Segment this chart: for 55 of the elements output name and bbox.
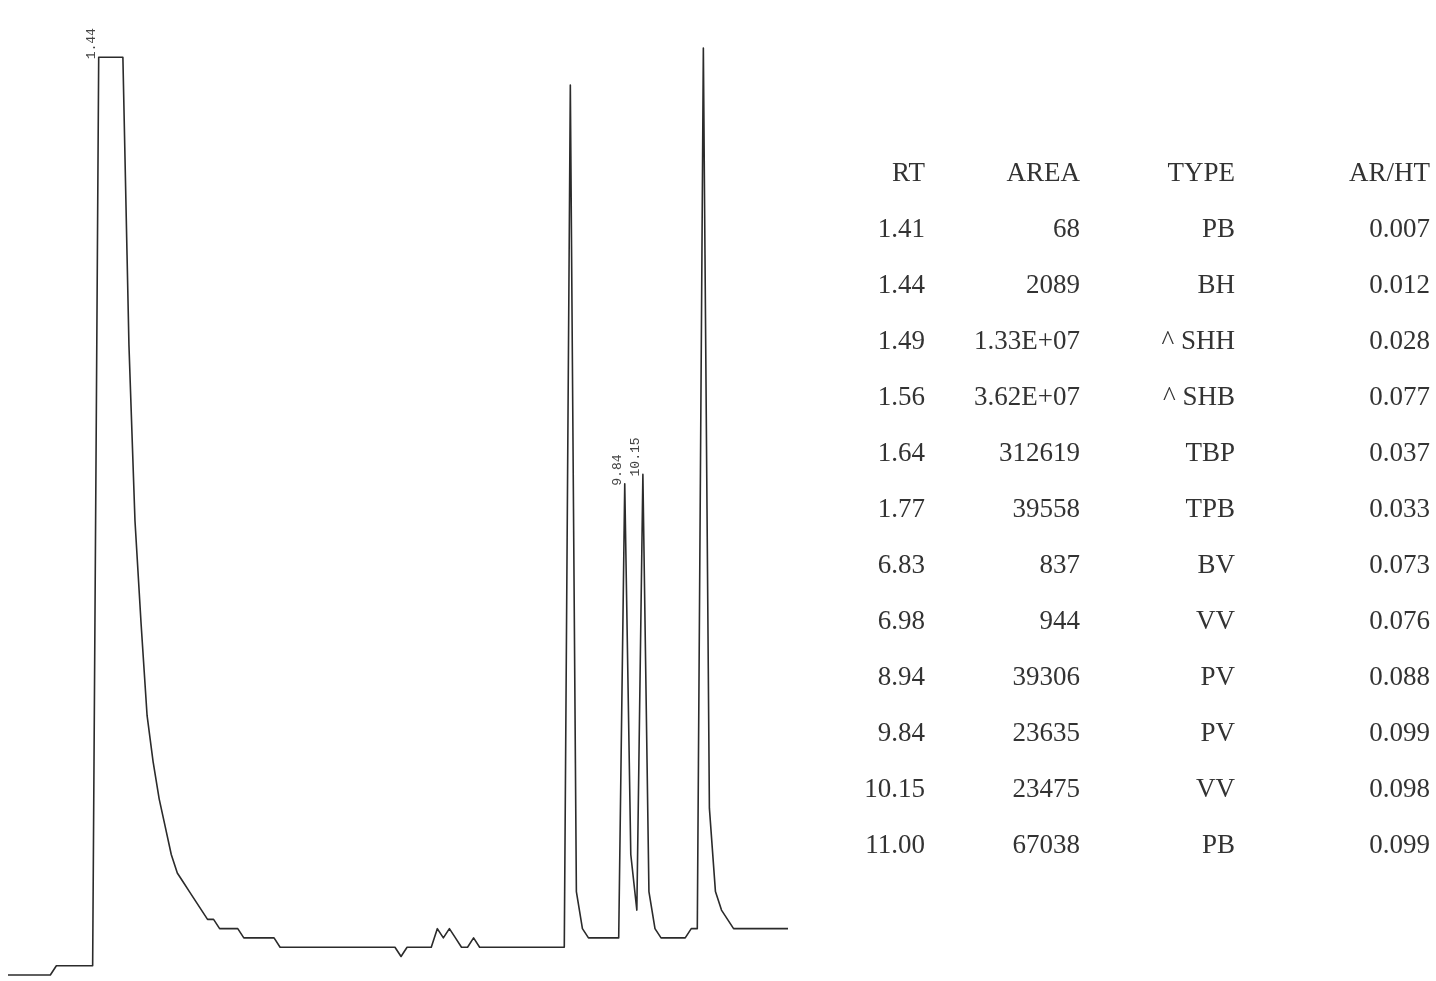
- text: AREA: [1005, 156, 1080, 188]
- text: VV: [1195, 772, 1235, 804]
- text: 6.98: [876, 604, 925, 636]
- text: TPB: [1184, 492, 1235, 524]
- text: 1.44: [876, 268, 925, 300]
- text: 8.94: [876, 660, 925, 692]
- text: 837: [1038, 548, 1080, 580]
- annotation: 10.15: [628, 437, 644, 477]
- text: VV: [1195, 604, 1235, 636]
- text: 23635: [1011, 716, 1080, 748]
- text: 2089: [1025, 268, 1080, 300]
- text: ^ SHH: [1160, 324, 1235, 356]
- text: 1.77: [876, 492, 925, 524]
- text: PB: [1200, 828, 1235, 860]
- text: 39306: [1011, 660, 1080, 692]
- text: 23475: [1011, 772, 1080, 804]
- text: 9.84: [876, 716, 925, 748]
- text: 0.088: [1368, 660, 1430, 692]
- text: 11.00: [864, 828, 925, 860]
- text: 0.099: [1368, 716, 1430, 748]
- text: 0.076: [1368, 604, 1430, 636]
- text: TBP: [1184, 436, 1235, 468]
- text: PV: [1199, 716, 1235, 748]
- annotation: 9.84: [610, 454, 626, 486]
- text: RT: [891, 156, 925, 188]
- text: PV: [1199, 660, 1235, 692]
- text: 944: [1038, 604, 1080, 636]
- text: 0.037: [1368, 436, 1430, 468]
- text: 1.41: [876, 212, 925, 244]
- text: 68: [1052, 212, 1080, 244]
- text: TYPE: [1166, 156, 1235, 188]
- text: 1.64: [876, 436, 925, 468]
- text: 0.099: [1368, 828, 1430, 860]
- annotation: 1.44: [84, 27, 100, 60]
- text: 39558: [1011, 492, 1080, 524]
- text: 0.033: [1368, 492, 1430, 524]
- text: 0.028: [1368, 324, 1430, 356]
- text: 0.098: [1368, 772, 1430, 804]
- text: 1.56: [876, 380, 925, 412]
- text: AR/HT: [1348, 156, 1430, 188]
- text: 3.62E+07: [973, 380, 1080, 412]
- text: 1.33E+07: [973, 324, 1080, 356]
- text: 0.012: [1368, 268, 1430, 300]
- text: 0.073: [1368, 548, 1430, 580]
- text: 10.15: [863, 772, 925, 804]
- text: 312619: [998, 436, 1080, 468]
- text: BH: [1196, 268, 1235, 300]
- text: 0.077: [1368, 380, 1430, 412]
- text: PB: [1200, 212, 1235, 244]
- text: 0.007: [1368, 212, 1430, 244]
- text: 1.49: [876, 324, 925, 356]
- text: BV: [1196, 548, 1235, 580]
- text: ^ SHB: [1162, 380, 1235, 412]
- text: 6.83: [876, 548, 925, 580]
- text: 67038: [1011, 828, 1080, 860]
